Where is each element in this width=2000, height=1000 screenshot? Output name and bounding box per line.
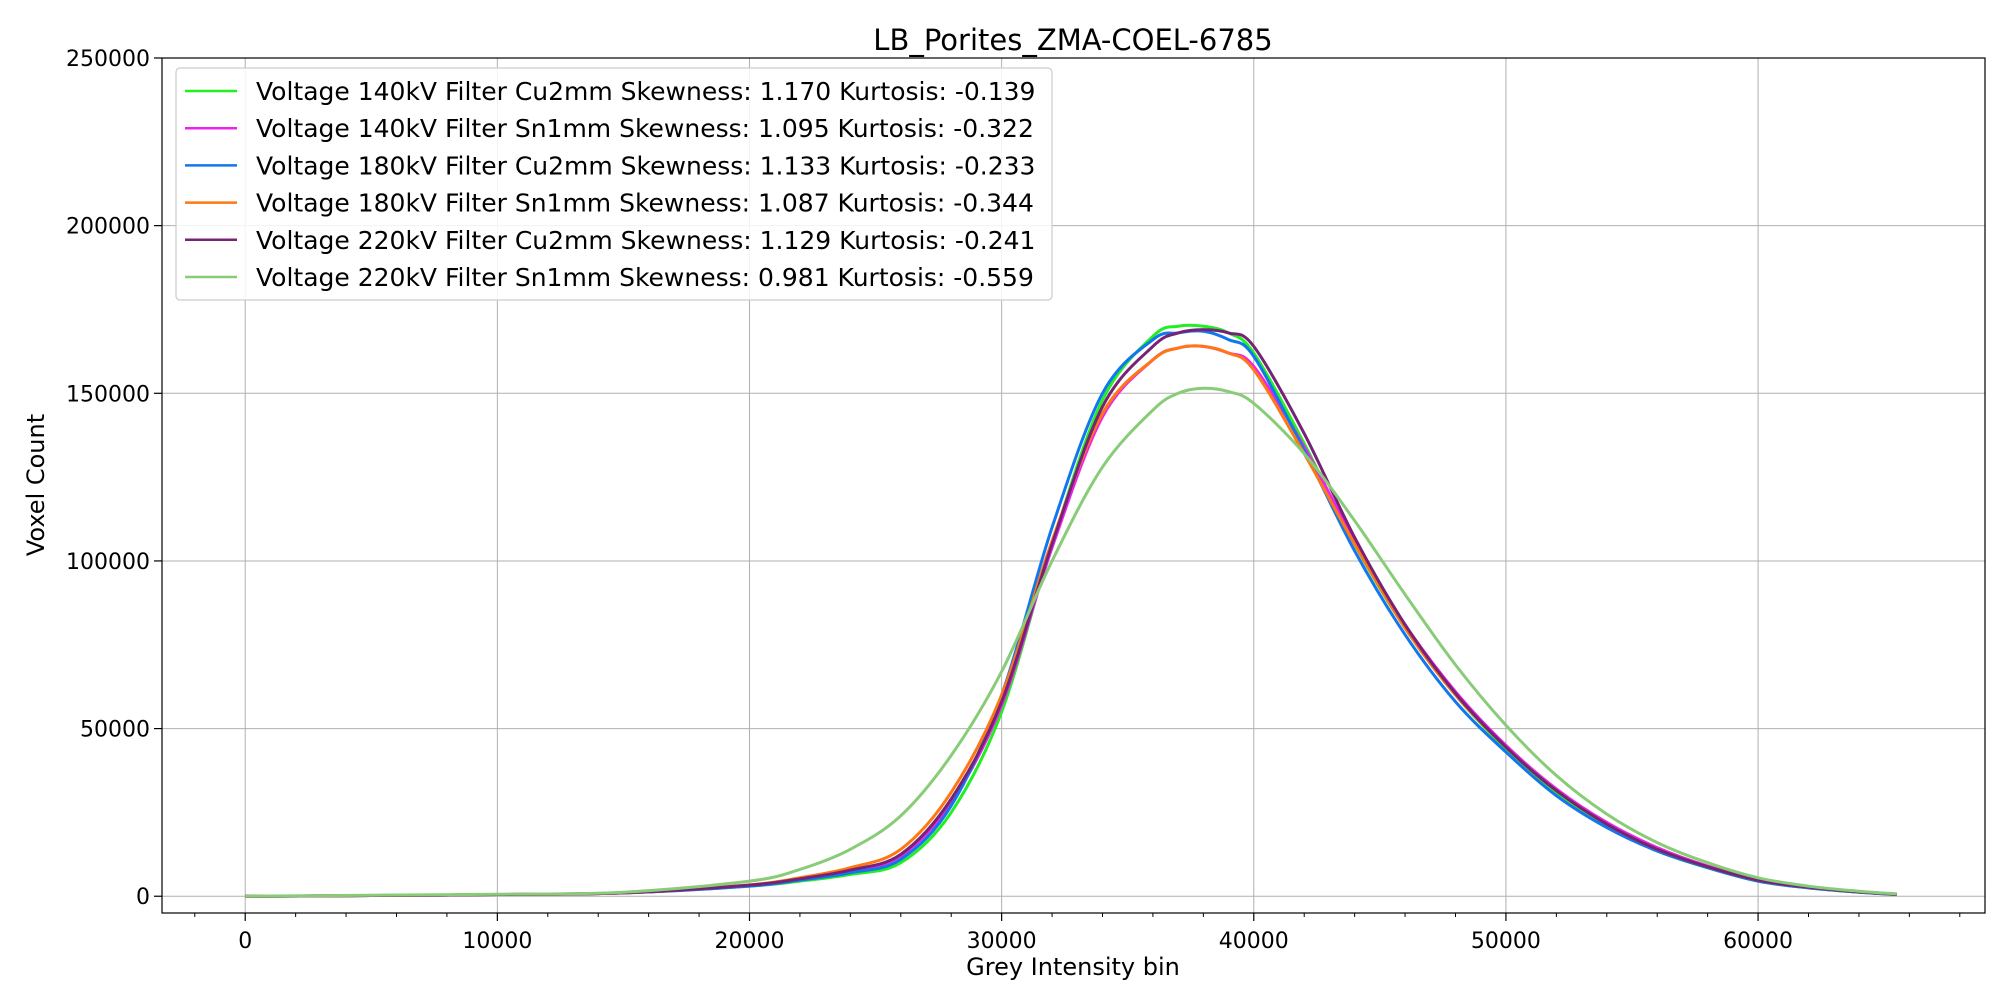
series-line-1 xyxy=(245,323,1897,898)
legend-label: Voltage 220kV Filter Sn1mm Skewness: 0.9… xyxy=(256,263,1034,292)
x-tick-label: 40000 xyxy=(1219,929,1289,954)
x-tick-label: 60000 xyxy=(1723,929,1793,954)
axis-ticks: 0 10000 20000 30000 40000 50000 60000 0 50000 100… xyxy=(66,47,1961,954)
plot-frame xyxy=(161,57,1986,914)
y-tick-label: 150000 xyxy=(66,382,150,407)
legend-label: Voltage 140kV Filter Sn1mm Skewness: 1.0… xyxy=(256,114,1034,143)
legend-entry: Voltage 220kV Filter Cu2mm Skewness: 1.1… xyxy=(185,226,1035,255)
legend: Voltage 140kV Filter Cu2mm Skewness: 1.1… xyxy=(175,67,1053,301)
legend-entry: Voltage 180kV Filter Cu2mm Skewness: 1.1… xyxy=(185,151,1035,180)
y-tick-label: 0 xyxy=(136,885,150,910)
legend-label: Voltage 180kV Filter Cu2mm Skewness: 1.1… xyxy=(256,151,1035,180)
y-tick-label: 200000 xyxy=(66,215,150,240)
y-tick-label: 250000 xyxy=(66,47,150,72)
series-line-3 xyxy=(245,329,1897,898)
series-line-5 xyxy=(245,328,1897,898)
y-axis-label: Voxel Count xyxy=(22,414,50,556)
x-axis-label: Grey Intensity bin xyxy=(966,953,1180,981)
legend-label: Voltage 220kV Filter Cu2mm Skewness: 1.1… xyxy=(256,226,1035,255)
legend-label: Voltage 180kV Filter Sn1mm Skewness: 1.0… xyxy=(256,189,1034,218)
series-line-2 xyxy=(245,344,1897,898)
legend-entry: Voltage 180kV Filter Sn1mm Skewness: 1.0… xyxy=(185,189,1034,218)
legend-entry: Voltage 140kV Filter Sn1mm Skewness: 1.0… xyxy=(185,114,1034,143)
series-line-6 xyxy=(245,386,1897,898)
y-tick-label: 50000 xyxy=(80,718,150,743)
legend-entry: Voltage 220kV Filter Sn1mm Skewness: 0.9… xyxy=(185,263,1034,292)
chart-title: LB_Porites_ZMA-COEL-6785 xyxy=(873,23,1272,57)
series-line-4 xyxy=(245,344,1897,898)
series-lines xyxy=(245,323,1897,898)
x-tick-label: 0 xyxy=(238,929,252,954)
legend-entry: Voltage 140kV Filter Cu2mm Skewness: 1.1… xyxy=(185,77,1035,106)
y-tick-label: 100000 xyxy=(66,550,150,575)
legend-box xyxy=(175,67,1053,301)
x-tick-label: 20000 xyxy=(714,929,784,954)
x-tick-label: 50000 xyxy=(1471,929,1541,954)
legend-label: Voltage 140kV Filter Cu2mm Skewness: 1.1… xyxy=(256,77,1035,106)
x-tick-label: 30000 xyxy=(967,929,1037,954)
x-tick-label: 10000 xyxy=(462,929,532,954)
